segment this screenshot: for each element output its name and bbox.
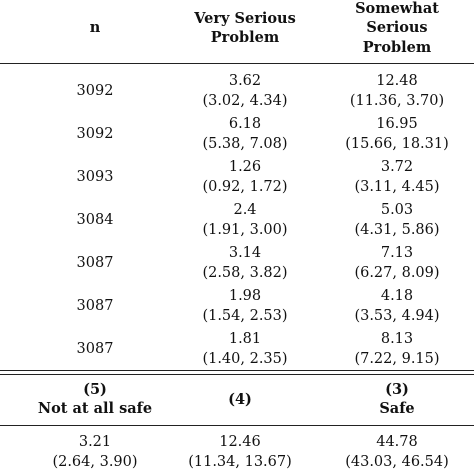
cell-n: 3084 (76, 212, 114, 228)
header-safe-code: (3) (385, 381, 409, 398)
header-not-at-all-safe: Not at all safe (37, 400, 153, 417)
header2-rule (0, 425, 474, 426)
cell-n: 3092 (76, 126, 114, 142)
cell-n: 3087 (76, 298, 114, 314)
cell-not-at-all-safe-ci: (2.64, 3.90) (52, 454, 138, 470)
cell-somewhat-ci: (15.66, 18.31) (345, 136, 449, 152)
cell-not-at-all-safe: 3.21 (78, 434, 112, 450)
cell-very: 1.98 (228, 288, 262, 304)
cell-somewhat: 5.03 (380, 202, 414, 218)
header-somewhat-line3: Problem (362, 39, 432, 56)
header-somewhat-line2: Serious (366, 19, 428, 36)
cell-very: 2.4 (233, 202, 257, 218)
cell-safe-ci: (43.03, 46.54) (345, 454, 449, 470)
cell-code-4: 12.46 (219, 434, 261, 450)
header-very-serious-line1: Very Serious (194, 10, 296, 27)
cell-safe: 44.78 (376, 434, 418, 450)
header-somewhat-line1: Somewhat (355, 0, 439, 17)
cell-very-ci: (1.54, 2.53) (202, 308, 288, 324)
cell-very-ci: (5.38, 7.08) (202, 136, 288, 152)
section-rule-top (0, 370, 474, 371)
header-safe: Safe (379, 400, 415, 417)
cell-n: 3087 (76, 341, 114, 357)
cell-very: 6.18 (228, 116, 262, 132)
cell-somewhat-ci: (11.36, 3.70) (349, 93, 445, 109)
cell-very-ci: (1.91, 3.00) (202, 222, 288, 238)
cell-somewhat: 4.18 (380, 288, 414, 304)
cell-very-ci: (1.40, 2.35) (202, 351, 288, 367)
cell-very: 3.62 (228, 73, 262, 89)
header-not-at-all-safe-code: (5) (83, 381, 107, 398)
cell-very: 1.81 (228, 331, 262, 347)
section-rule-bottom (0, 374, 474, 375)
cell-somewhat: 3.72 (380, 159, 414, 175)
cell-somewhat: 12.48 (376, 73, 418, 89)
cell-very-ci: (0.92, 1.72) (202, 179, 288, 195)
cell-somewhat-ci: (6.27, 8.09) (354, 265, 440, 281)
cell-somewhat-ci: (7.22, 9.15) (354, 351, 440, 367)
cell-very-ci: (3.02, 4.34) (202, 93, 288, 109)
cell-n: 3092 (76, 83, 114, 99)
header-very-serious-line2: Problem (210, 29, 280, 46)
cell-very-ci: (2.58, 3.82) (202, 265, 288, 281)
cell-n: 3087 (76, 255, 114, 271)
cell-somewhat: 8.13 (380, 331, 414, 347)
cell-very: 1.26 (228, 159, 262, 175)
cell-somewhat: 7.13 (380, 245, 414, 261)
cell-somewhat-ci: (4.31, 5.86) (354, 222, 440, 238)
cell-somewhat: 16.95 (376, 116, 418, 132)
header-n: n (89, 19, 101, 36)
cell-very: 3.14 (228, 245, 262, 261)
cell-somewhat-ci: (3.53, 4.94) (354, 308, 440, 324)
cell-somewhat-ci: (3.11, 4.45) (354, 179, 440, 195)
cell-code-4-ci: (11.34, 13.67) (188, 454, 292, 470)
header-code-4: (4) (228, 391, 252, 408)
header-rule (0, 63, 474, 64)
cell-n: 3093 (76, 169, 114, 185)
